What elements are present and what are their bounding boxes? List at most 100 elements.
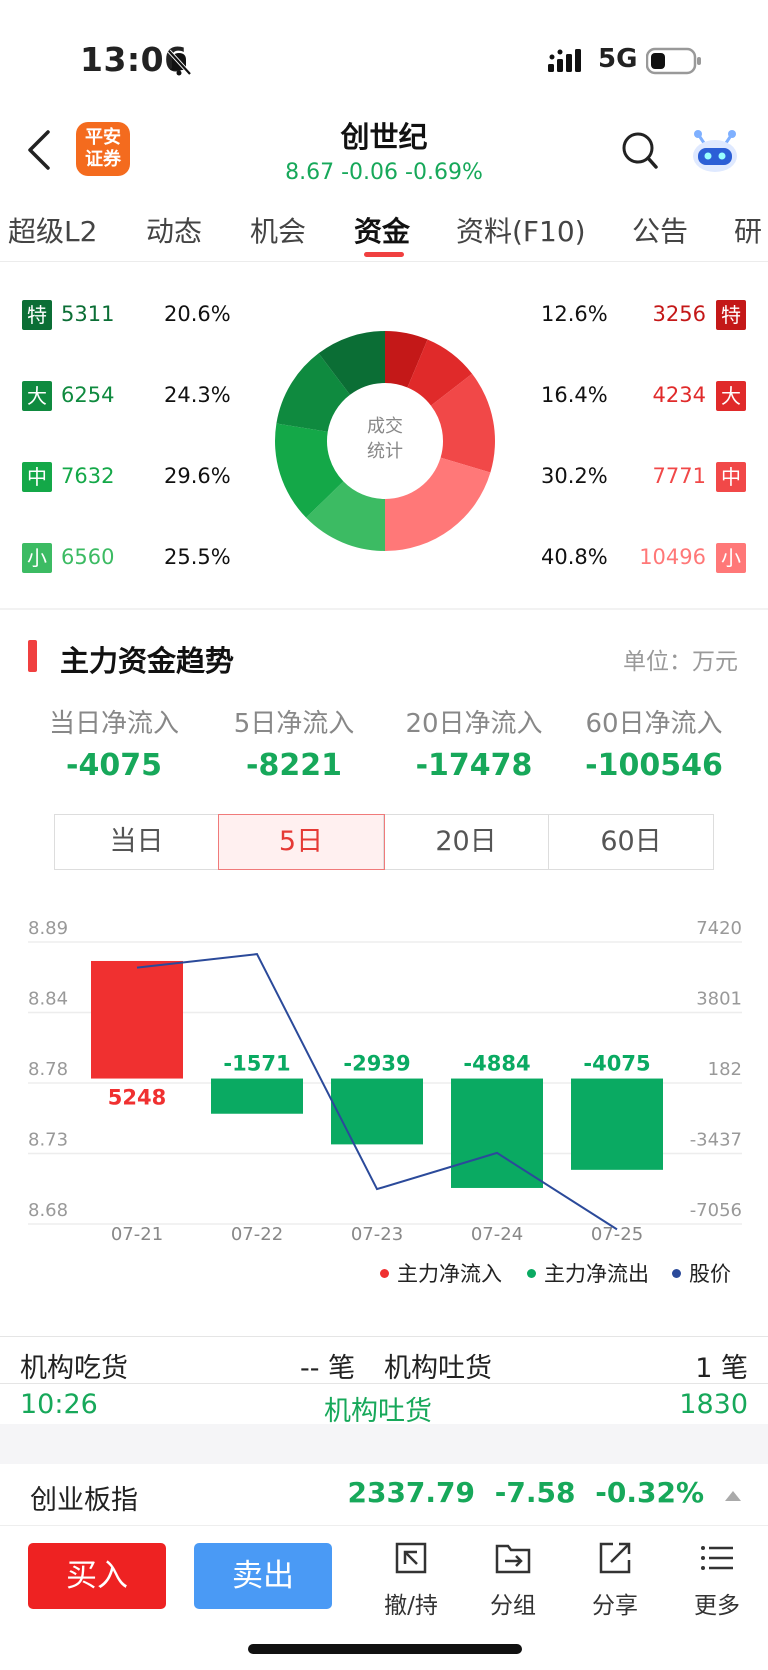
bar-07-25[interactable] bbox=[571, 1078, 663, 1170]
inst-buy-count: -- 笔 bbox=[300, 1353, 356, 1384]
legend-inflow-dot bbox=[380, 1268, 389, 1278]
price-line bbox=[136, 953, 618, 1231]
bar-07-23[interactable] bbox=[331, 1078, 423, 1145]
y-left-tick: 8.78 bbox=[28, 1059, 68, 1080]
buy-badge-small: 小 bbox=[716, 543, 746, 573]
index-ticker[interactable]: 创业板指 2337.79 -7.58 -0.32% bbox=[0, 1464, 768, 1526]
cancel-hold-button[interactable]: 撤/持 bbox=[371, 1538, 451, 1620]
group-button[interactable]: 分组 bbox=[473, 1538, 553, 1620]
buy-value-large: 4234 bbox=[652, 383, 706, 407]
bar-07-24[interactable] bbox=[451, 1078, 543, 1188]
bar-07-21[interactable] bbox=[91, 960, 183, 1079]
x-tick: 07-24 bbox=[471, 1224, 523, 1245]
y-left-tick: 8.73 bbox=[28, 1130, 68, 1151]
sell-button[interactable]: 卖出 bbox=[194, 1543, 332, 1609]
buy-value-super: 3256 bbox=[652, 302, 706, 326]
donut-center-label: 成交 bbox=[367, 416, 403, 437]
bar-07-22[interactable] bbox=[211, 1078, 303, 1114]
sell-value-medium: 7632 bbox=[61, 464, 115, 488]
stock-title: 创世纪 bbox=[340, 120, 428, 154]
folder-group-icon bbox=[495, 1544, 531, 1574]
institution-record[interactable]: 10:26 机构吐货 1830 bbox=[0, 1389, 768, 1427]
mute-bell-icon bbox=[167, 49, 192, 76]
donut-slice-buy-0 bbox=[385, 331, 428, 388]
period-today[interactable]: 当日 bbox=[55, 815, 219, 869]
record-type: 机构吐货 bbox=[324, 1396, 432, 1427]
bar-label: 5248 bbox=[108, 1086, 166, 1110]
sell-pct-small: 25.5% bbox=[164, 545, 231, 569]
legend-outflow-dot bbox=[527, 1268, 536, 1278]
x-tick: 07-23 bbox=[351, 1224, 403, 1245]
buy-pct-super: 12.6% bbox=[541, 302, 608, 326]
tab-f10[interactable]: 资料(F10) bbox=[456, 215, 586, 248]
bar-label: -4884 bbox=[463, 1052, 530, 1076]
index-change: -7.58 bbox=[494, 1476, 576, 1509]
tab-funds[interactable]: 资金 bbox=[354, 215, 411, 248]
tab-news[interactable]: 动态 bbox=[146, 215, 203, 248]
period-20d[interactable]: 20日 bbox=[384, 815, 549, 869]
divider bbox=[0, 1336, 768, 1337]
cancel-hold-label: 撤/持 bbox=[384, 1593, 438, 1619]
tab-announcements[interactable]: 公告 bbox=[632, 215, 689, 248]
legend-inflow: 主力净流入 bbox=[380, 1258, 502, 1288]
record-amount: 1830 bbox=[679, 1389, 748, 1420]
broker-logo[interactable]: 平安 证券 bbox=[76, 122, 130, 176]
share-button[interactable]: 分享 bbox=[575, 1538, 655, 1620]
x-tick: 07-21 bbox=[111, 1224, 163, 1245]
sell-value-super: 5311 bbox=[61, 302, 115, 326]
tab-bar: 超级L2 动态 机会 资金 资料(F10) 公告 研 bbox=[0, 200, 768, 262]
bar-label: -4075 bbox=[583, 1052, 650, 1076]
flow-value-60d: -100546 bbox=[585, 748, 723, 783]
home-indicator bbox=[248, 1644, 522, 1654]
buy-button[interactable]: 买入 bbox=[28, 1543, 166, 1609]
battery-icon bbox=[646, 47, 701, 75]
search-icon[interactable] bbox=[620, 130, 660, 172]
buy-pct-medium: 30.2% bbox=[541, 464, 608, 488]
expand-up-icon[interactable] bbox=[724, 1490, 742, 1502]
buy-value-small: 10496 bbox=[639, 545, 706, 569]
y-left-tick: 8.89 bbox=[28, 918, 68, 939]
donut-slice-sell-0 bbox=[318, 331, 385, 395]
share-label: 分享 bbox=[592, 1593, 638, 1619]
donut-slice-sell-3 bbox=[306, 481, 385, 551]
legend-inflow-label: 主力净流入 bbox=[397, 1262, 502, 1286]
donut-center-label-2: 统计 bbox=[367, 441, 403, 462]
period-selector: 当日 5日 20日 60日 bbox=[54, 814, 714, 870]
donut-slice-sell-1 bbox=[276, 353, 351, 432]
divider bbox=[0, 608, 768, 610]
buy-pct-large: 16.4% bbox=[541, 383, 608, 407]
more-label: 更多 bbox=[694, 1593, 740, 1619]
y-right-tick: 182 bbox=[708, 1059, 742, 1080]
period-60d[interactable]: 60日 bbox=[600, 826, 662, 857]
bar-label: -2939 bbox=[343, 1052, 410, 1076]
sell-badge-medium: 中 bbox=[22, 462, 52, 492]
flow-label-20d: 20日净流入 bbox=[405, 709, 543, 739]
tab-opportunity[interactable]: 机会 bbox=[250, 215, 307, 248]
legend-outflow-label: 主力净流出 bbox=[544, 1262, 649, 1286]
group-label: 分组 bbox=[490, 1593, 536, 1619]
institution-summary: 机构吃货 -- 笔 机构吐货 1 笔 bbox=[0, 1346, 768, 1384]
period-5d[interactable]: 5日 bbox=[218, 814, 385, 870]
inst-sell-label: 机构吐货 bbox=[384, 1353, 492, 1384]
flow-value-5d: -8221 bbox=[246, 748, 342, 783]
flow-label-day: 当日净流入 bbox=[48, 709, 179, 739]
inst-buy-label: 机构吃货 bbox=[20, 1353, 128, 1384]
divider bbox=[0, 1383, 768, 1384]
back-arrow-icon[interactable] bbox=[24, 128, 54, 172]
legend-outflow: 主力净流出 bbox=[527, 1258, 649, 1288]
network-type: 5G bbox=[598, 44, 638, 74]
flow-value-day: -4075 bbox=[66, 748, 162, 783]
buy-value-medium: 7771 bbox=[652, 464, 706, 488]
tab-level2[interactable]: 超级L2 bbox=[8, 215, 98, 248]
legend-price-label: 股价 bbox=[689, 1262, 731, 1286]
robot-assistant-icon[interactable] bbox=[688, 126, 742, 176]
stock-quote: 8.67 -0.06 -0.69% bbox=[285, 160, 483, 185]
tab-research[interactable]: 研 bbox=[734, 215, 763, 248]
x-tick: 07-25 bbox=[591, 1224, 643, 1245]
share-icon bbox=[599, 1542, 631, 1574]
more-button[interactable]: 更多 bbox=[677, 1538, 757, 1620]
section-marker bbox=[28, 640, 37, 672]
sell-pct-super: 20.6% bbox=[164, 302, 231, 326]
sell-pct-medium: 29.6% bbox=[164, 464, 231, 488]
